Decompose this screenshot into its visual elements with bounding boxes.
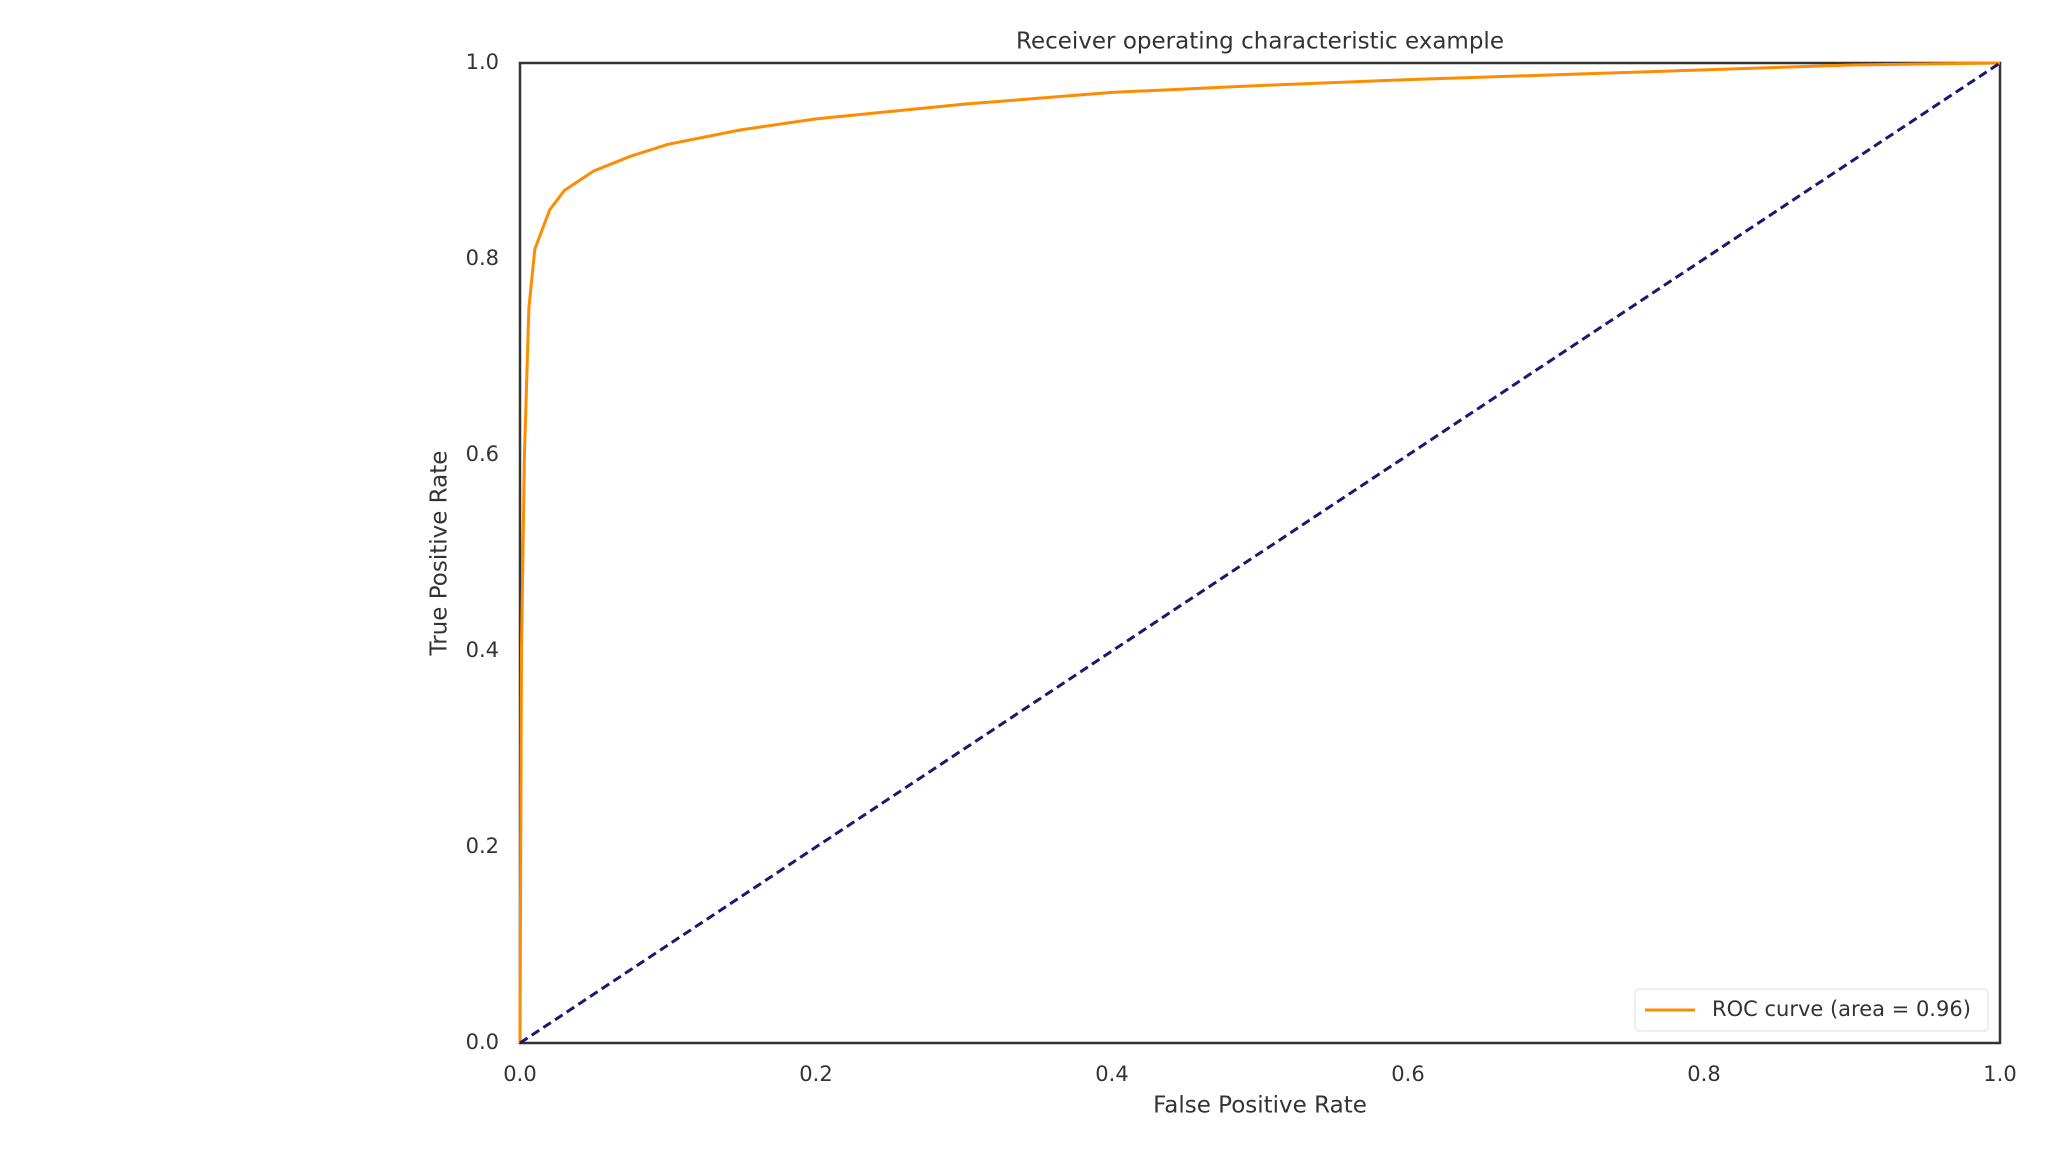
legend-label: ROC curve (area = 0.96) xyxy=(1712,997,1971,1021)
y-tick-label: 0.0 xyxy=(466,1030,499,1054)
y-tick-label: 0.2 xyxy=(466,834,499,858)
y-tick-label: 0.4 xyxy=(466,638,499,662)
legend-box xyxy=(1634,988,1989,1032)
x-tick-label: 0.0 xyxy=(503,1062,536,1086)
x-tick-label: 0.4 xyxy=(1095,1062,1128,1086)
series-line xyxy=(518,61,2001,1044)
x-tick-label: 0.2 xyxy=(799,1062,832,1086)
y-tick-label: 1.0 xyxy=(466,50,499,74)
x-tick-label: 0.8 xyxy=(1687,1062,1720,1086)
chart-title: Receiver operating characteristic exampl… xyxy=(1016,29,1504,55)
y-tick-label: 0.8 xyxy=(466,246,499,270)
y-axis-label: True Positive Rate xyxy=(427,451,453,657)
x-tick-label: 0.6 xyxy=(1391,1062,1424,1086)
x-axis-label: False Positive Rate xyxy=(1153,1093,1367,1119)
series-line xyxy=(519,61,2001,1045)
x-tick-label: 1.0 xyxy=(1983,1062,2016,1086)
y-tick-label: 0.6 xyxy=(466,442,499,466)
